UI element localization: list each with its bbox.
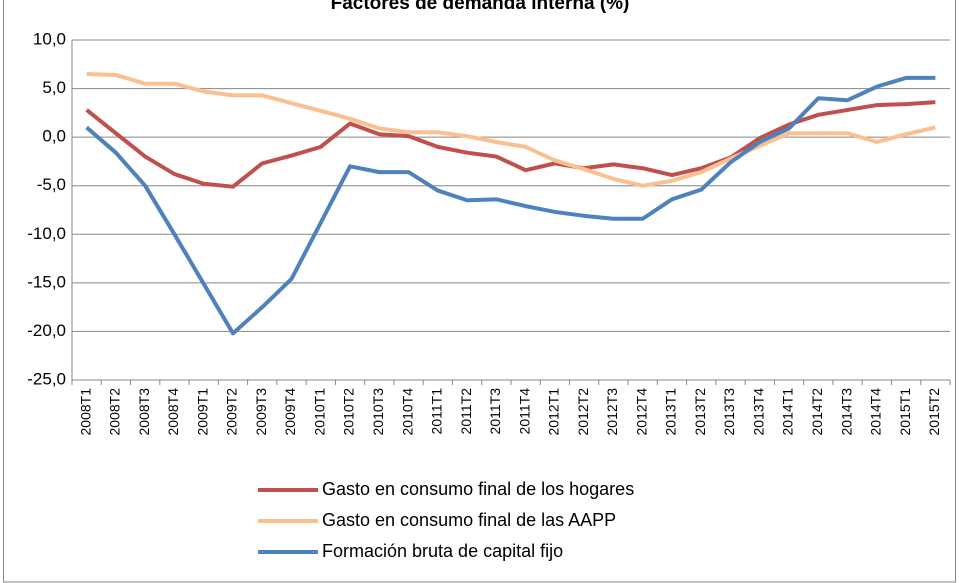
x-tick-label: 2014T1 <box>780 388 796 436</box>
y-tick-label: 10,0 <box>33 29 66 48</box>
x-tick-label: 2015T1 <box>897 388 913 436</box>
x-tick-label: 2014T4 <box>868 388 884 436</box>
x-tick-label: 2010T2 <box>341 388 357 436</box>
x-tick-label: 2012T1 <box>546 388 562 436</box>
x-tick-label: 2010T4 <box>399 388 415 436</box>
series-line <box>86 72 936 188</box>
y-tick-label: -20,0 <box>27 321 66 340</box>
x-tick-label: 2013T4 <box>750 388 766 436</box>
x-tick-label: 2013T2 <box>692 388 708 436</box>
x-tick-label: 2009T4 <box>282 388 298 436</box>
x-tick-label: 2013T1 <box>663 388 679 436</box>
x-tick-label: 2008T3 <box>136 388 152 436</box>
x-tick-label: 2008T1 <box>77 388 93 436</box>
legend-label: Formación bruta de capital fijo <box>322 541 563 561</box>
x-tick-label: 2011T1 <box>429 388 445 435</box>
y-tick-label: -5,0 <box>37 175 66 194</box>
x-tick-label: 2009T3 <box>253 388 269 436</box>
y-tick-label: 0,0 <box>42 127 66 146</box>
x-tick-label: 2013T3 <box>721 388 737 436</box>
x-tick-label: 2012T2 <box>575 388 591 436</box>
x-tick-label: 2008T2 <box>107 388 123 436</box>
x-tick-label: 2009T1 <box>194 388 210 436</box>
series-line <box>85 75 936 336</box>
x-tick-label: 2009T2 <box>224 388 240 436</box>
legend-label: Gasto en consumo final de los hogares <box>322 479 634 499</box>
y-tick-label: -10,0 <box>27 224 66 243</box>
x-tick-label: 2011T2 <box>458 388 474 435</box>
x-tick-label: 2010T1 <box>311 388 327 436</box>
chart-title: Factores de demanda interna (%) <box>331 0 630 14</box>
x-tick-label: 2014T2 <box>809 388 825 436</box>
y-tick-label: 5,0 <box>42 78 66 97</box>
y-tick-label: -25,0 <box>27 369 66 388</box>
x-tick-label: 2014T3 <box>838 388 854 436</box>
chart-border <box>3 0 956 583</box>
legend-label: Gasto en consumo final de las AAPP <box>322 510 616 530</box>
x-tick-label: 2011T4 <box>516 388 532 435</box>
x-tick-label: 2011T3 <box>487 388 503 435</box>
x-tick-label: 2015T2 <box>926 388 942 436</box>
x-tick-label: 2012T3 <box>604 388 620 436</box>
y-tick-label: -15,0 <box>27 272 66 291</box>
x-tick-label: 2012T4 <box>633 388 649 436</box>
x-tick-label: 2010T3 <box>370 388 386 436</box>
x-tick-label: 2008T4 <box>165 388 181 436</box>
